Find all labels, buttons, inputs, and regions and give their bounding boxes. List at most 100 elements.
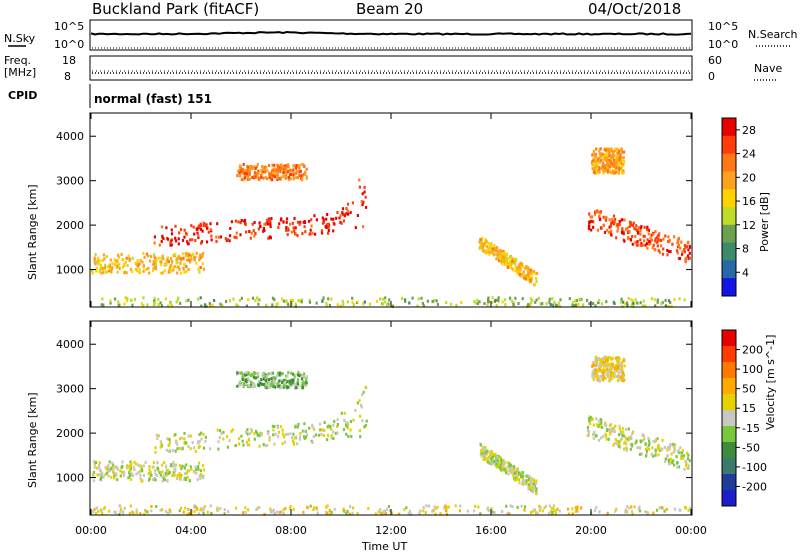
data-cell (261, 382, 264, 386)
data-cell (165, 473, 168, 477)
data-cell (271, 424, 274, 428)
data-cell (199, 256, 202, 260)
data-cell (164, 464, 168, 468)
data-cell (623, 378, 626, 382)
data-cell (245, 304, 248, 308)
data-cell (273, 442, 276, 446)
data-cell (604, 166, 607, 170)
data-cell (129, 460, 132, 464)
data-cell (123, 302, 126, 306)
data-cell (287, 175, 290, 179)
data-cell (197, 465, 200, 469)
data-cell (219, 507, 222, 511)
data-cell (478, 240, 481, 244)
data-cell (658, 250, 661, 254)
x-axis-label: Time UT (361, 540, 407, 553)
data-cell (240, 434, 243, 438)
data-cell (640, 242, 643, 246)
data-cell (604, 359, 607, 363)
data-cell (303, 164, 306, 168)
data-cell (148, 259, 152, 263)
data-cell (519, 266, 522, 270)
data-cell (199, 469, 202, 473)
data-cell (618, 358, 621, 362)
data-cell (490, 244, 493, 248)
data-cell (183, 464, 186, 468)
colorbar-swatch (722, 410, 736, 427)
data-cell (113, 510, 116, 514)
data-cell (170, 257, 173, 261)
data-cell (615, 359, 618, 362)
data-cell (274, 175, 277, 179)
data-cell (272, 385, 275, 388)
data-cell (101, 297, 104, 301)
data-cell (687, 464, 690, 468)
data-cell (667, 458, 671, 462)
data-cell (244, 168, 247, 172)
power-ylabel: Slant Range [km] (26, 184, 39, 280)
data-cell (609, 364, 612, 367)
data-cell (664, 457, 668, 461)
data-cell (644, 304, 647, 308)
data-cell (681, 449, 684, 453)
data-cell (684, 245, 687, 249)
data-cell (593, 171, 597, 175)
data-cell (282, 220, 285, 224)
data-cell (333, 419, 336, 423)
data-cell (601, 369, 604, 373)
data-cell (315, 218, 318, 222)
nsky-label: N.Sky (4, 32, 36, 45)
data-cell (657, 237, 660, 241)
data-cell (664, 460, 667, 464)
data-cell (512, 467, 515, 471)
data-cell (501, 300, 504, 304)
data-cell (183, 466, 186, 470)
data-cell (639, 229, 642, 233)
data-cell (325, 301, 328, 305)
data-cell (286, 165, 289, 169)
data-cell (283, 174, 287, 177)
data-cell (108, 469, 112, 473)
data-cell (673, 298, 676, 302)
data-cell (683, 250, 686, 254)
data-cell (617, 374, 620, 378)
data-cell (109, 299, 112, 303)
nsearch-tick-bottom: 10^0 (708, 38, 738, 51)
data-cell (128, 475, 131, 479)
data-cell (244, 372, 247, 376)
data-cell (156, 436, 159, 440)
data-cell (362, 390, 365, 394)
data-cell (489, 451, 492, 454)
data-cell (265, 376, 268, 380)
data-cell (607, 437, 610, 441)
data-cell (433, 505, 436, 509)
data-cell (223, 512, 226, 516)
data-cell (294, 304, 297, 308)
data-cell (238, 442, 241, 446)
data-cell (336, 431, 339, 435)
data-cell (105, 471, 108, 475)
data-cell (176, 298, 179, 302)
data-cell (286, 170, 289, 173)
data-cell (159, 473, 162, 477)
data-cell (154, 265, 158, 269)
data-cell (138, 267, 141, 271)
data-cell (601, 164, 604, 168)
data-cell (268, 175, 271, 179)
data-cell (587, 432, 590, 436)
data-cell (296, 425, 299, 429)
data-cell (148, 271, 151, 275)
data-cell (123, 506, 126, 510)
data-cell (169, 268, 172, 272)
data-cell (268, 381, 271, 385)
data-cell (481, 242, 484, 246)
data-cell (677, 240, 680, 244)
data-cell (248, 379, 251, 383)
data-cell (295, 164, 298, 167)
data-cell (251, 222, 254, 226)
data-cell (603, 230, 607, 234)
data-cell (292, 441, 295, 445)
data-cell (650, 233, 653, 237)
data-cell (646, 227, 649, 231)
